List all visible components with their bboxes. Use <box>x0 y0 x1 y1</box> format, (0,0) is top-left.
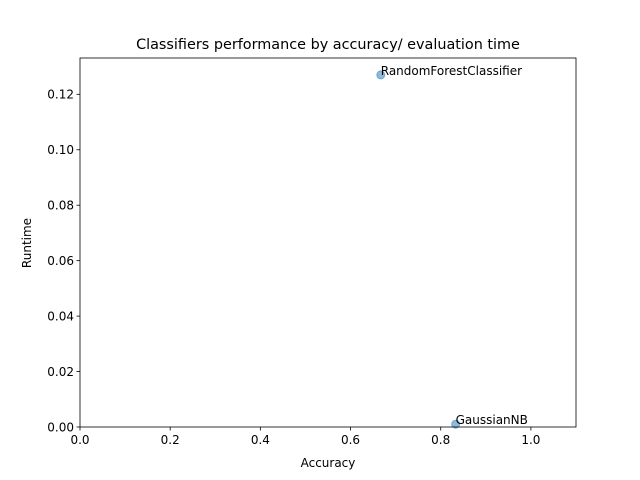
x-tick-label: 0.2 <box>161 433 180 447</box>
plot-area: RandomForestClassifier GaussianNB 0.0 0.2 0.… <box>47 57 577 447</box>
chart-title: Classifiers performance by accuracy/ eva… <box>136 37 520 53</box>
y-axis-label: Runtime <box>20 218 34 268</box>
x-tick-label: 0.6 <box>341 433 360 447</box>
x-tick-label: 0.0 <box>70 433 89 447</box>
point-label: GaussianNB <box>456 413 528 427</box>
data-point <box>451 419 461 429</box>
y-tick-label: 0.10 <box>47 143 74 157</box>
x-axis-label: Accuracy <box>301 456 356 470</box>
y-tick-label: 0.02 <box>47 365 74 379</box>
y-tick-label: 0.12 <box>47 88 74 102</box>
point-label: RandomForestClassifier <box>381 64 522 78</box>
y-tick-label: 0.00 <box>47 420 74 434</box>
y-tick-label: 0.06 <box>47 254 74 268</box>
data-point <box>376 70 386 80</box>
axes-frame <box>79 57 577 428</box>
y-tick-label: 0.08 <box>47 199 74 213</box>
x-tick-label: 0.4 <box>251 433 270 447</box>
x-tick-label: 1.0 <box>521 433 540 447</box>
x-tick-label: 0.8 <box>431 433 450 447</box>
y-tick-label: 0.04 <box>47 309 74 323</box>
